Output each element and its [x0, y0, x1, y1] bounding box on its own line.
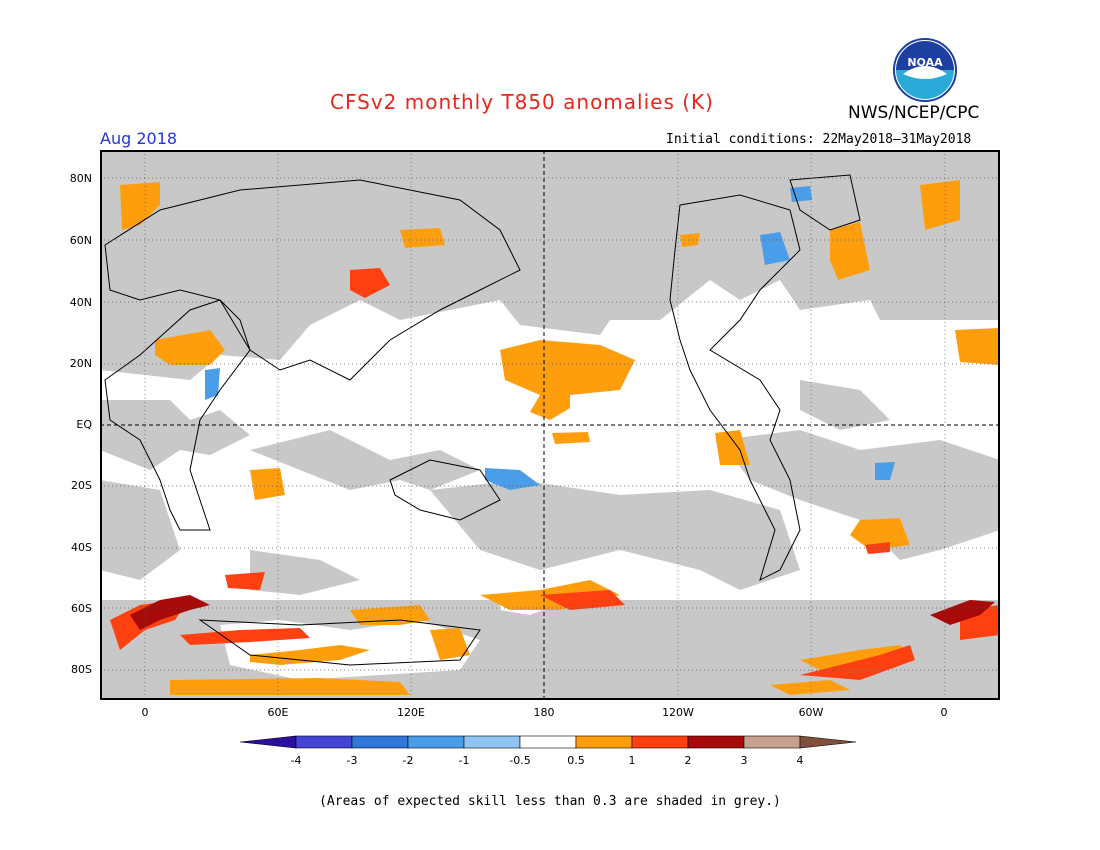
- anomaly-map: [100, 150, 1000, 700]
- lat-label: 60S: [71, 602, 92, 615]
- anomaly-red: [110, 268, 1000, 680]
- legend-tick-label: 0.5: [567, 754, 585, 767]
- legend-swatch: [463, 735, 521, 749]
- svg-text:NOAA: NOAA: [907, 56, 943, 69]
- legend-swatch: [351, 735, 409, 749]
- legend-tick-label: 1: [628, 754, 636, 767]
- legend-tick-label: 2: [684, 754, 692, 767]
- anomaly-darkred: [130, 595, 995, 630]
- legend-swatch: [519, 735, 577, 749]
- equator-dateline: [100, 150, 1000, 700]
- chart-title: CFSv2 monthly T850 anomalies (K): [330, 90, 714, 114]
- lat-label: 20S: [71, 479, 92, 492]
- anomaly-blue: [205, 186, 895, 490]
- lon-label: 0: [141, 706, 149, 719]
- lon-label: 120W: [662, 706, 694, 719]
- legend-tick-label: -3: [346, 754, 358, 767]
- skill-footnote: (Areas of expected skill less than 0.3 a…: [319, 794, 781, 809]
- lat-label: 80S: [71, 663, 92, 676]
- lon-label: 180: [533, 706, 555, 719]
- legend-swatch: [743, 735, 801, 749]
- legend-swatch: [575, 735, 633, 749]
- lon-label: 120E: [397, 706, 425, 719]
- lon-label: 60W: [798, 706, 824, 719]
- agency-label: NWS/NCEP/CPC: [848, 103, 980, 123]
- legend-swatch: [295, 735, 353, 749]
- color-legend: [240, 735, 857, 749]
- noaa-logo-icon: NOAA: [893, 38, 957, 102]
- lat-label: 40N: [69, 296, 92, 309]
- legend-tick-label: 3: [740, 754, 748, 767]
- legend-swatch: [799, 735, 857, 749]
- lon-label: 60E: [267, 706, 289, 719]
- legend-swatch: [407, 735, 465, 749]
- legend-swatch: [631, 735, 689, 749]
- forecast-month: Aug 2018: [100, 129, 178, 148]
- lat-label: 40S: [71, 541, 92, 554]
- legend-swatch: [240, 735, 297, 749]
- legend-tick-label: -2: [402, 754, 414, 767]
- legend-tick-label: -1: [458, 754, 470, 767]
- lat-label: 60N: [69, 234, 92, 247]
- legend-tick-label: 4: [796, 754, 804, 767]
- lat-label: 20N: [69, 357, 92, 370]
- lat-label: 80N: [69, 172, 92, 185]
- initial-conditions: Initial conditions: 22May2018–31May2018: [666, 132, 972, 147]
- anomaly-orange: [120, 180, 1000, 695]
- low-skill-mask: [100, 150, 1000, 700]
- legend-swatch: [687, 735, 745, 749]
- map-frame: [100, 150, 1000, 700]
- lon-label: 0: [940, 706, 948, 719]
- lat-label: EQ: [76, 418, 92, 431]
- legend-tick-label: -4: [290, 754, 302, 767]
- coastlines: [104, 174, 861, 666]
- legend-tick-label: -0.5: [509, 754, 531, 767]
